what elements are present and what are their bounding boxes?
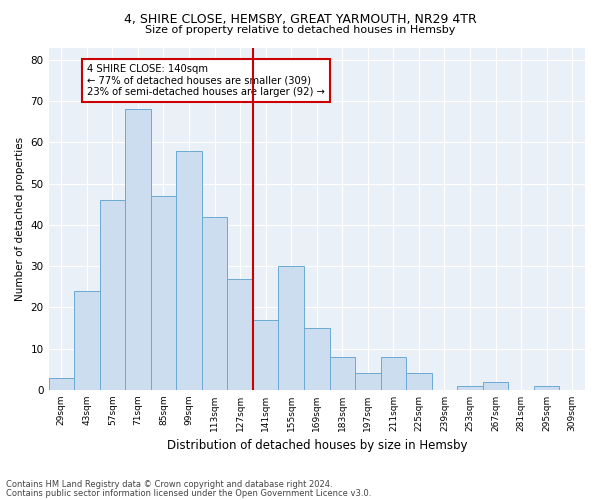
Bar [457, 386, 483, 390]
Text: 4 SHIRE CLOSE: 140sqm
← 77% of detached houses are smaller (309)
23% of semi-det: 4 SHIRE CLOSE: 140sqm ← 77% of detached … [87, 64, 325, 97]
Bar [483, 382, 508, 390]
Bar [100, 200, 125, 390]
Y-axis label: Number of detached properties: Number of detached properties [15, 136, 25, 301]
Bar [278, 266, 304, 390]
Bar [329, 357, 355, 390]
Bar [49, 378, 74, 390]
Bar [380, 357, 406, 390]
Bar [534, 386, 559, 390]
Text: Contains public sector information licensed under the Open Government Licence v3: Contains public sector information licen… [6, 488, 371, 498]
Bar [406, 374, 432, 390]
Text: Contains HM Land Registry data © Crown copyright and database right 2024.: Contains HM Land Registry data © Crown c… [6, 480, 332, 489]
Bar [125, 110, 151, 390]
Bar [74, 291, 100, 390]
Bar [176, 150, 202, 390]
Text: Size of property relative to detached houses in Hemsby: Size of property relative to detached ho… [145, 25, 455, 35]
X-axis label: Distribution of detached houses by size in Hemsby: Distribution of detached houses by size … [167, 440, 467, 452]
Text: 4, SHIRE CLOSE, HEMSBY, GREAT YARMOUTH, NR29 4TR: 4, SHIRE CLOSE, HEMSBY, GREAT YARMOUTH, … [124, 12, 476, 26]
Bar [202, 216, 227, 390]
Bar [151, 196, 176, 390]
Bar [253, 320, 278, 390]
Bar [227, 278, 253, 390]
Bar [355, 374, 380, 390]
Bar [304, 328, 329, 390]
